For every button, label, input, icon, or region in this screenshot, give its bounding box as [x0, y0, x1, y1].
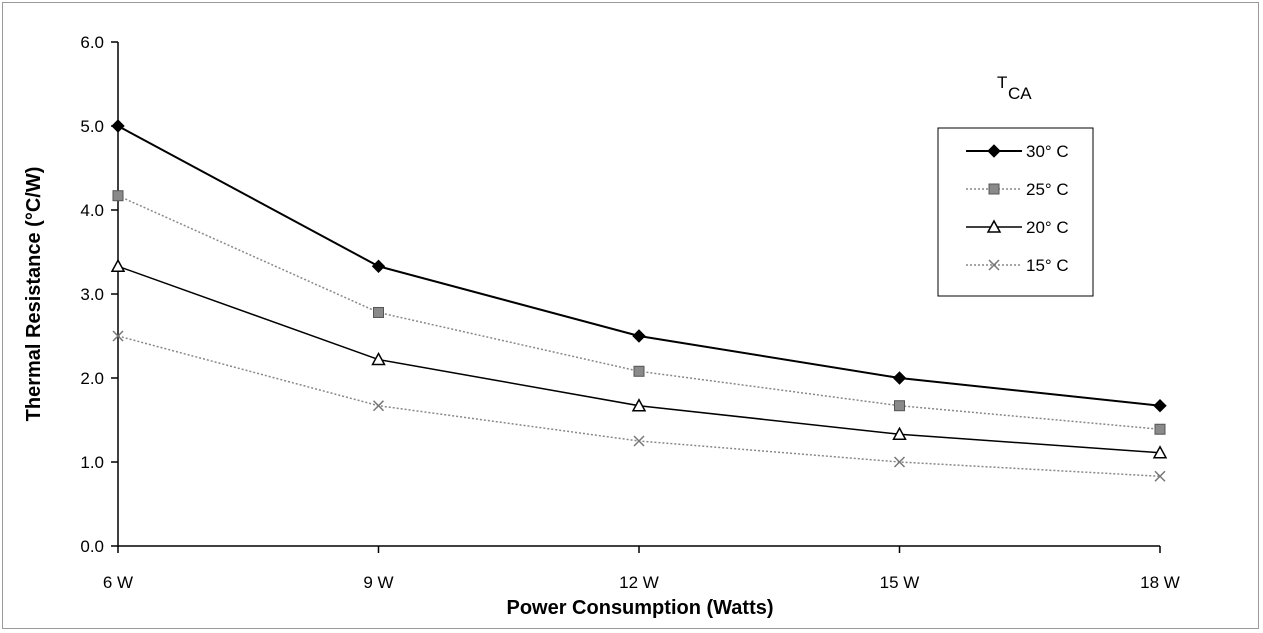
x-axis-title: Power Consumption (Watts) [506, 597, 773, 619]
legend-item: 30° C [966, 142, 1069, 161]
data-point [631, 398, 647, 412]
data-point [894, 400, 905, 412]
data-point [111, 119, 125, 133]
y-tick-label: 4.0 [80, 201, 104, 220]
x-tick-label: 12 W [619, 573, 659, 592]
data-point [633, 365, 645, 377]
y-axis-title: Thermal Resistance (°C/W) [23, 167, 45, 422]
legend-label: 30° C [1026, 142, 1069, 161]
x-tick-label: 18 W [1140, 573, 1180, 592]
series-0 [111, 119, 1167, 413]
legend-marker [988, 183, 1000, 195]
x-tick-label: 6 W [103, 573, 133, 592]
y-tick-label: 0.0 [80, 537, 104, 556]
data-point [112, 330, 124, 342]
legend-title: T CA [997, 73, 1032, 103]
legend-label: 15° C [1026, 256, 1069, 275]
x-tick-label: 9 W [363, 573, 393, 592]
data-point [893, 456, 906, 468]
data-point [373, 306, 384, 318]
x-ticks: 6 W 9 W 12 W 15 W 18 W [103, 546, 1180, 592]
y-tick-label: 6.0 [80, 33, 104, 52]
legend-marker [987, 144, 1001, 158]
legend-marker [986, 219, 1002, 233]
series-1 [112, 190, 1166, 435]
legend-item: 15° C [966, 256, 1069, 275]
legend-label: 20° C [1026, 218, 1069, 237]
data-point [372, 400, 385, 412]
legend-title-main: T [997, 73, 1007, 92]
y-ticks: 0.0 1.0 2.0 3.0 4.0 5.0 6.0 [80, 33, 118, 556]
data-point [112, 190, 124, 202]
data-point [1154, 423, 1166, 435]
y-tick-label: 2.0 [80, 369, 104, 388]
series-layer [110, 119, 1168, 482]
legend-box [937, 127, 1094, 297]
y-tick-label: 3.0 [80, 285, 104, 304]
legend-item: 20° C [966, 218, 1069, 237]
legend: 30° C 25° C 20° C 15° C [937, 127, 1094, 297]
y-tick-label: 5.0 [80, 117, 104, 136]
x-tick-label: 15 W [880, 573, 920, 592]
data-point [371, 259, 386, 273]
data-point [632, 329, 646, 343]
series-2 [110, 258, 1168, 459]
legend-marker [988, 259, 1000, 271]
data-point [1153, 399, 1167, 413]
legend-item: 25° C [966, 180, 1069, 199]
data-point [1152, 445, 1168, 459]
data-point [110, 258, 126, 273]
y-tick-label: 1.0 [80, 453, 104, 472]
data-point [892, 371, 907, 385]
data-point [1154, 470, 1166, 482]
data-point [371, 351, 386, 366]
data-point [633, 435, 645, 447]
data-point [892, 426, 907, 441]
legend-label: 25° C [1026, 180, 1069, 199]
legend-title-sub: CA [1008, 84, 1032, 103]
series-3 [112, 330, 1166, 482]
